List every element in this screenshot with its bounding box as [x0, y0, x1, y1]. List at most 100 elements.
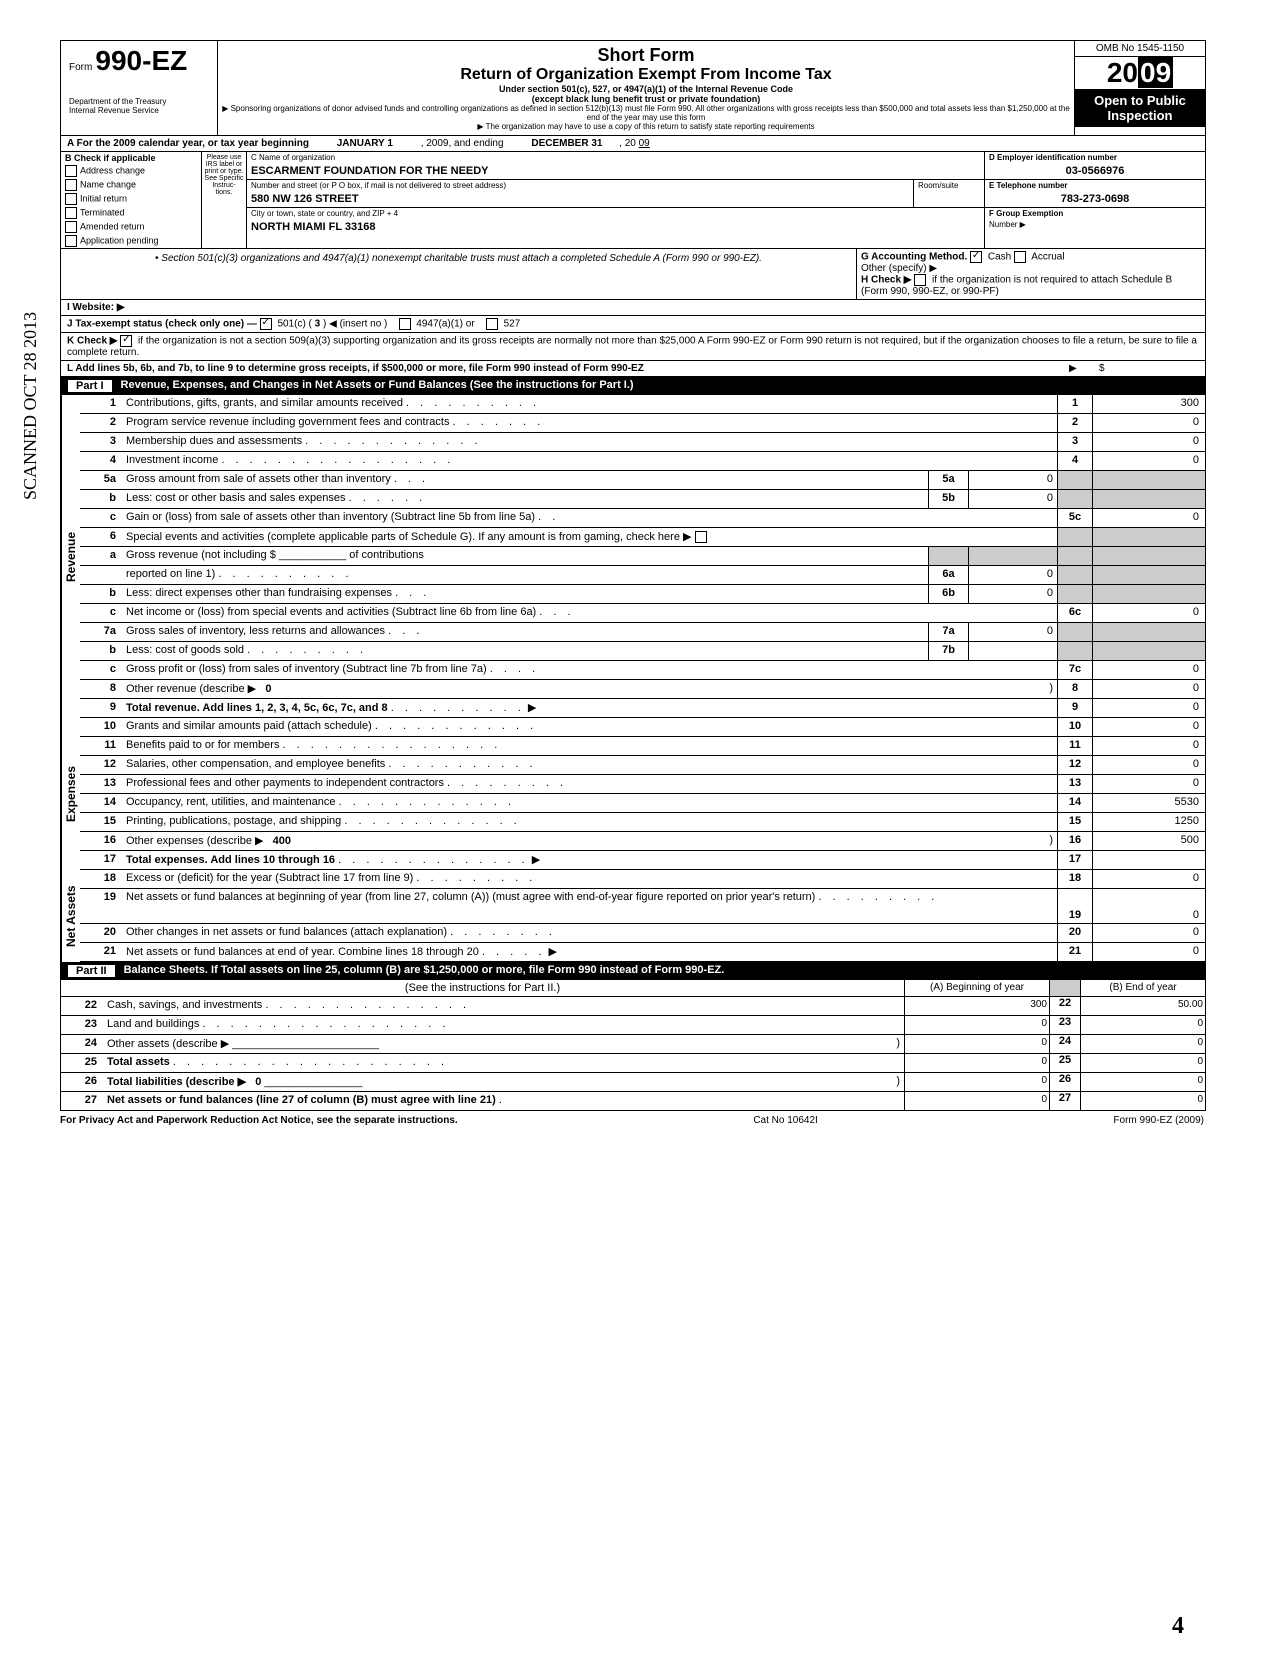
line5a-subval: 0 [968, 471, 1057, 489]
line6b-num: b [80, 585, 122, 603]
line14-value: 5530 [1093, 794, 1205, 812]
open-public-box: Open to Public Inspection [1075, 89, 1205, 127]
line7a-text: Gross sales of inventory, less returns a… [122, 623, 928, 641]
line13-num: 13 [80, 775, 122, 793]
part1-header: Part I Revenue, Expenses, and Changes in… [61, 377, 1205, 395]
line18-box: 18 [1057, 870, 1093, 888]
checkbox-527[interactable] [486, 318, 498, 330]
line6-shaded [1057, 528, 1093, 546]
line6b-text: Less: direct expenses other than fundrai… [122, 585, 928, 603]
line17-num: 17 [80, 851, 122, 869]
line5b-shaded-val [1093, 490, 1205, 508]
section-k: K Check ▶ if the organization is not a s… [61, 333, 1205, 361]
check-label-4: Amended return [80, 221, 145, 231]
line17-box: 17 [1057, 851, 1093, 869]
line16-num: 16 [80, 832, 122, 850]
line7b-shaded-val [1093, 642, 1205, 660]
line26-num: 26 [61, 1073, 103, 1091]
section-a-tax-year: A For the 2009 calendar year, or tax yea… [61, 136, 1205, 152]
line24-box: 24 [1049, 1035, 1080, 1053]
checkbox-501c[interactable] [260, 318, 272, 330]
col-b-header: (B) End of year [1080, 980, 1205, 996]
form-number: 990-EZ [95, 45, 187, 76]
checkbox-schedule-b[interactable] [914, 274, 926, 286]
subtitle-except: (except black lung benefit trust or priv… [222, 94, 1070, 104]
accrual-label: Accrual [1031, 252, 1064, 263]
line6a2-num [80, 566, 122, 584]
checkbox-terminated[interactable] [65, 207, 77, 219]
line6b-subbox: 6b [928, 585, 968, 603]
line26-box: 26 [1049, 1073, 1080, 1091]
dept-treasury: Department of the Treasury [69, 97, 209, 106]
checkbox-4947[interactable] [399, 318, 411, 330]
check-label-0: Address change [80, 165, 145, 175]
checkbox-gaming[interactable] [695, 531, 707, 543]
line6a-shaded [1057, 547, 1093, 565]
cat-number: Cat No 10642I [753, 1115, 818, 1126]
line6a2-text: reported on line 1) . . . . . . . . . . [122, 566, 928, 584]
line5b-shaded [1057, 490, 1093, 508]
section-b-label: B Check if applicable [65, 153, 156, 163]
j-insert: ) ◀ (insert no ) [323, 319, 387, 330]
line2-value: 0 [1093, 414, 1205, 432]
section-a-label: A For the 2009 calendar year, or tax yea… [67, 138, 309, 149]
line6-text: Special events and activities (complete … [122, 528, 1057, 546]
line13-text: Professional fees and other payments to … [122, 775, 1057, 793]
checkbox-initial-return[interactable] [65, 193, 77, 205]
line26-a: 0 [904, 1073, 1049, 1091]
line5b-text: Less: cost or other basis and sales expe… [122, 490, 928, 508]
schedule-a-note: • Section 501(c)(3) organizations and 49… [61, 249, 856, 299]
line3-num: 3 [80, 433, 122, 451]
line5b-subbox: 5b [928, 490, 968, 508]
line16-text: Other expenses (describe ▶ 400 ) [122, 832, 1057, 850]
line24-a: 0 [904, 1035, 1049, 1053]
part1-title: Revenue, Expenses, and Changes in Net As… [121, 379, 634, 393]
line27-a: 0 [904, 1092, 1049, 1110]
line20-text: Other changes in net assets or fund bala… [122, 924, 1057, 942]
line22-num: 22 [61, 997, 103, 1015]
checkbox-509a3[interactable] [120, 335, 132, 347]
j-4947: 4947(a)(1) or [416, 319, 474, 330]
line21-value: 0 [1093, 943, 1205, 961]
line7a-subbox: 7a [928, 623, 968, 641]
part2-header: Part II Balance Sheets. If Total assets … [61, 962, 1205, 980]
line6-shaded-val [1093, 528, 1205, 546]
l-dollar: $ [1099, 363, 1199, 374]
city-label: City or town, state or country, and ZIP … [247, 208, 984, 219]
line6-num: 6 [80, 528, 122, 546]
line8-text: Other revenue (describe ▶ 0 ) [122, 680, 1057, 698]
line5b-subval: 0 [968, 490, 1057, 508]
line23-b: 0 [1080, 1016, 1205, 1034]
checkbox-pending[interactable] [65, 235, 77, 247]
line25-box: 25 [1049, 1054, 1080, 1072]
line6a-subshaded-val [968, 547, 1057, 565]
line27-box: 27 [1049, 1092, 1080, 1110]
revenue-lines: Revenue 1Contributions, gifts, grants, a… [61, 395, 1205, 718]
part1-label: Part I [67, 379, 113, 393]
line5c-text: Gain or (loss) from sale of assets other… [122, 509, 1057, 527]
caution-sponsoring: ▶ Sponsoring organizations of donor advi… [222, 104, 1070, 122]
line20-box: 20 [1057, 924, 1093, 942]
line8-num: 8 [80, 680, 122, 698]
checkbox-accrual[interactable] [1014, 251, 1026, 263]
line6a-subval: 0 [968, 566, 1057, 584]
line1-value: 300 [1093, 395, 1205, 413]
subtitle-section: Under section 501(c), 527, or 4947(a)(1)… [222, 84, 1070, 94]
name-label: C Name of organization [247, 152, 984, 163]
checkbox-amended[interactable] [65, 221, 77, 233]
checkbox-cash[interactable] [970, 251, 982, 263]
checkbox-address-change[interactable] [65, 165, 77, 177]
line9-value: 0 [1093, 699, 1205, 717]
line1-box: 1 [1057, 395, 1093, 413]
h-label: H Check ▶ [861, 275, 911, 286]
line22-a: 300 [904, 997, 1049, 1015]
checkbox-name-change[interactable] [65, 179, 77, 191]
line1-text: Contributions, gifts, grants, and simila… [122, 395, 1057, 413]
year-cell: OMB No 1545-1150 2009 Open to Public Ins… [1074, 41, 1205, 135]
line7b-num: b [80, 642, 122, 660]
netassets-vertical-label: Net Assets [61, 870, 80, 962]
line21-text: Net assets or fund balances at end of ye… [122, 943, 1057, 961]
line13-value: 0 [1093, 775, 1205, 793]
line5c-box: 5c [1057, 509, 1093, 527]
line26-b: 0 [1080, 1073, 1205, 1091]
